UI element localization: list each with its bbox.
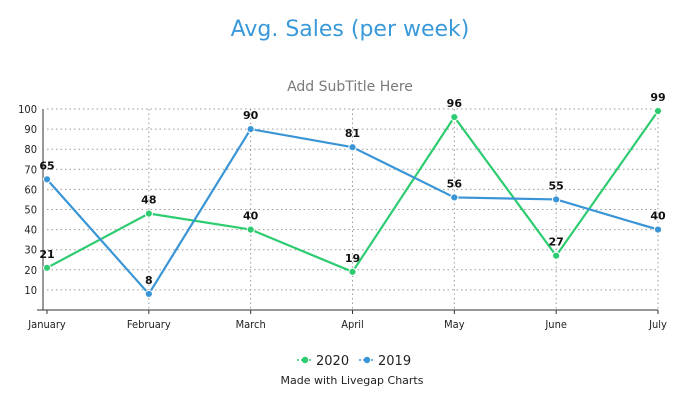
y-tick-label: 20 — [24, 264, 37, 277]
data-point-2019[interactable] — [348, 143, 357, 152]
y-tick-label: 80 — [24, 143, 37, 156]
legend[interactable]: 2020 2019 — [297, 354, 411, 369]
data-label-2020: 27 — [549, 236, 564, 249]
data-point-2019[interactable] — [246, 125, 255, 134]
x-tick-label: May — [444, 318, 465, 331]
data-labels: 21 48 40 19 96 27 99 65 8 90 81 56 55 40 — [39, 91, 666, 287]
legend-swatch-marker — [363, 356, 371, 364]
chart-title: Avg. Sales (per week) — [231, 17, 470, 42]
grid — [47, 108, 659, 310]
x-tick-label: April — [341, 318, 364, 331]
x-tick-label: July — [648, 318, 667, 331]
legend-label: 2020 — [316, 354, 349, 369]
data-label-2019: 40 — [650, 210, 666, 223]
data-label-2020: 96 — [447, 97, 463, 110]
axes: 10 20 30 40 50 60 70 80 90 100 January February Marc… — [18, 103, 667, 331]
data-point-2020[interactable] — [653, 106, 663, 116]
data-label-2020: 21 — [39, 248, 54, 261]
data-point-2019[interactable] — [552, 195, 561, 204]
data-label-2020: 99 — [650, 91, 665, 104]
y-tick-label: 90 — [24, 123, 37, 136]
legend-swatch-marker — [301, 356, 309, 364]
data-point-2019[interactable] — [42, 175, 52, 184]
data-label-2020: 48 — [141, 194, 156, 207]
y-tick-label: 70 — [24, 163, 37, 176]
x-tick-label: June — [544, 318, 567, 331]
data-label-2019: 65 — [39, 159, 54, 172]
data-label-2019: 81 — [345, 127, 360, 140]
data-point-2020[interactable] — [246, 225, 255, 234]
data-point-2019[interactable] — [144, 289, 153, 299]
data-label-2020: 19 — [345, 252, 360, 265]
data-label-2019: 8 — [145, 274, 153, 287]
legend-item-2019[interactable]: 2019 — [359, 354, 411, 369]
y-tick-label: 40 — [24, 224, 37, 237]
data-label-2019: 55 — [549, 179, 564, 192]
y-tick-label: 60 — [24, 183, 37, 196]
chart-subtitle: Add SubTitle Here — [287, 79, 413, 95]
data-label-2019: 56 — [447, 177, 463, 190]
x-tick-label: March — [236, 318, 266, 331]
data-label-2019: 90 — [243, 109, 259, 122]
credit-text: Made with Livegap Charts — [281, 374, 424, 387]
legend-label: 2019 — [378, 354, 411, 369]
data-point-2020[interactable] — [144, 209, 153, 218]
y-tick-label: 30 — [24, 244, 37, 257]
data-label-2020: 40 — [243, 210, 259, 223]
y-tick-label: 100 — [18, 103, 37, 116]
x-tick-label: January — [27, 318, 66, 331]
data-point-2020[interactable] — [450, 112, 459, 122]
data-point-2020[interactable] — [42, 263, 52, 272]
legend-item-2020[interactable]: 2020 — [297, 354, 349, 369]
series — [42, 106, 663, 299]
data-point-2020[interactable] — [348, 267, 357, 276]
data-point-2019[interactable] — [653, 225, 663, 234]
y-tick-label: 50 — [24, 204, 37, 217]
data-point-2019[interactable] — [450, 193, 459, 202]
data-point-2020[interactable] — [552, 251, 561, 260]
x-tick-label: February — [127, 318, 171, 331]
y-tick-label: 10 — [24, 284, 37, 297]
